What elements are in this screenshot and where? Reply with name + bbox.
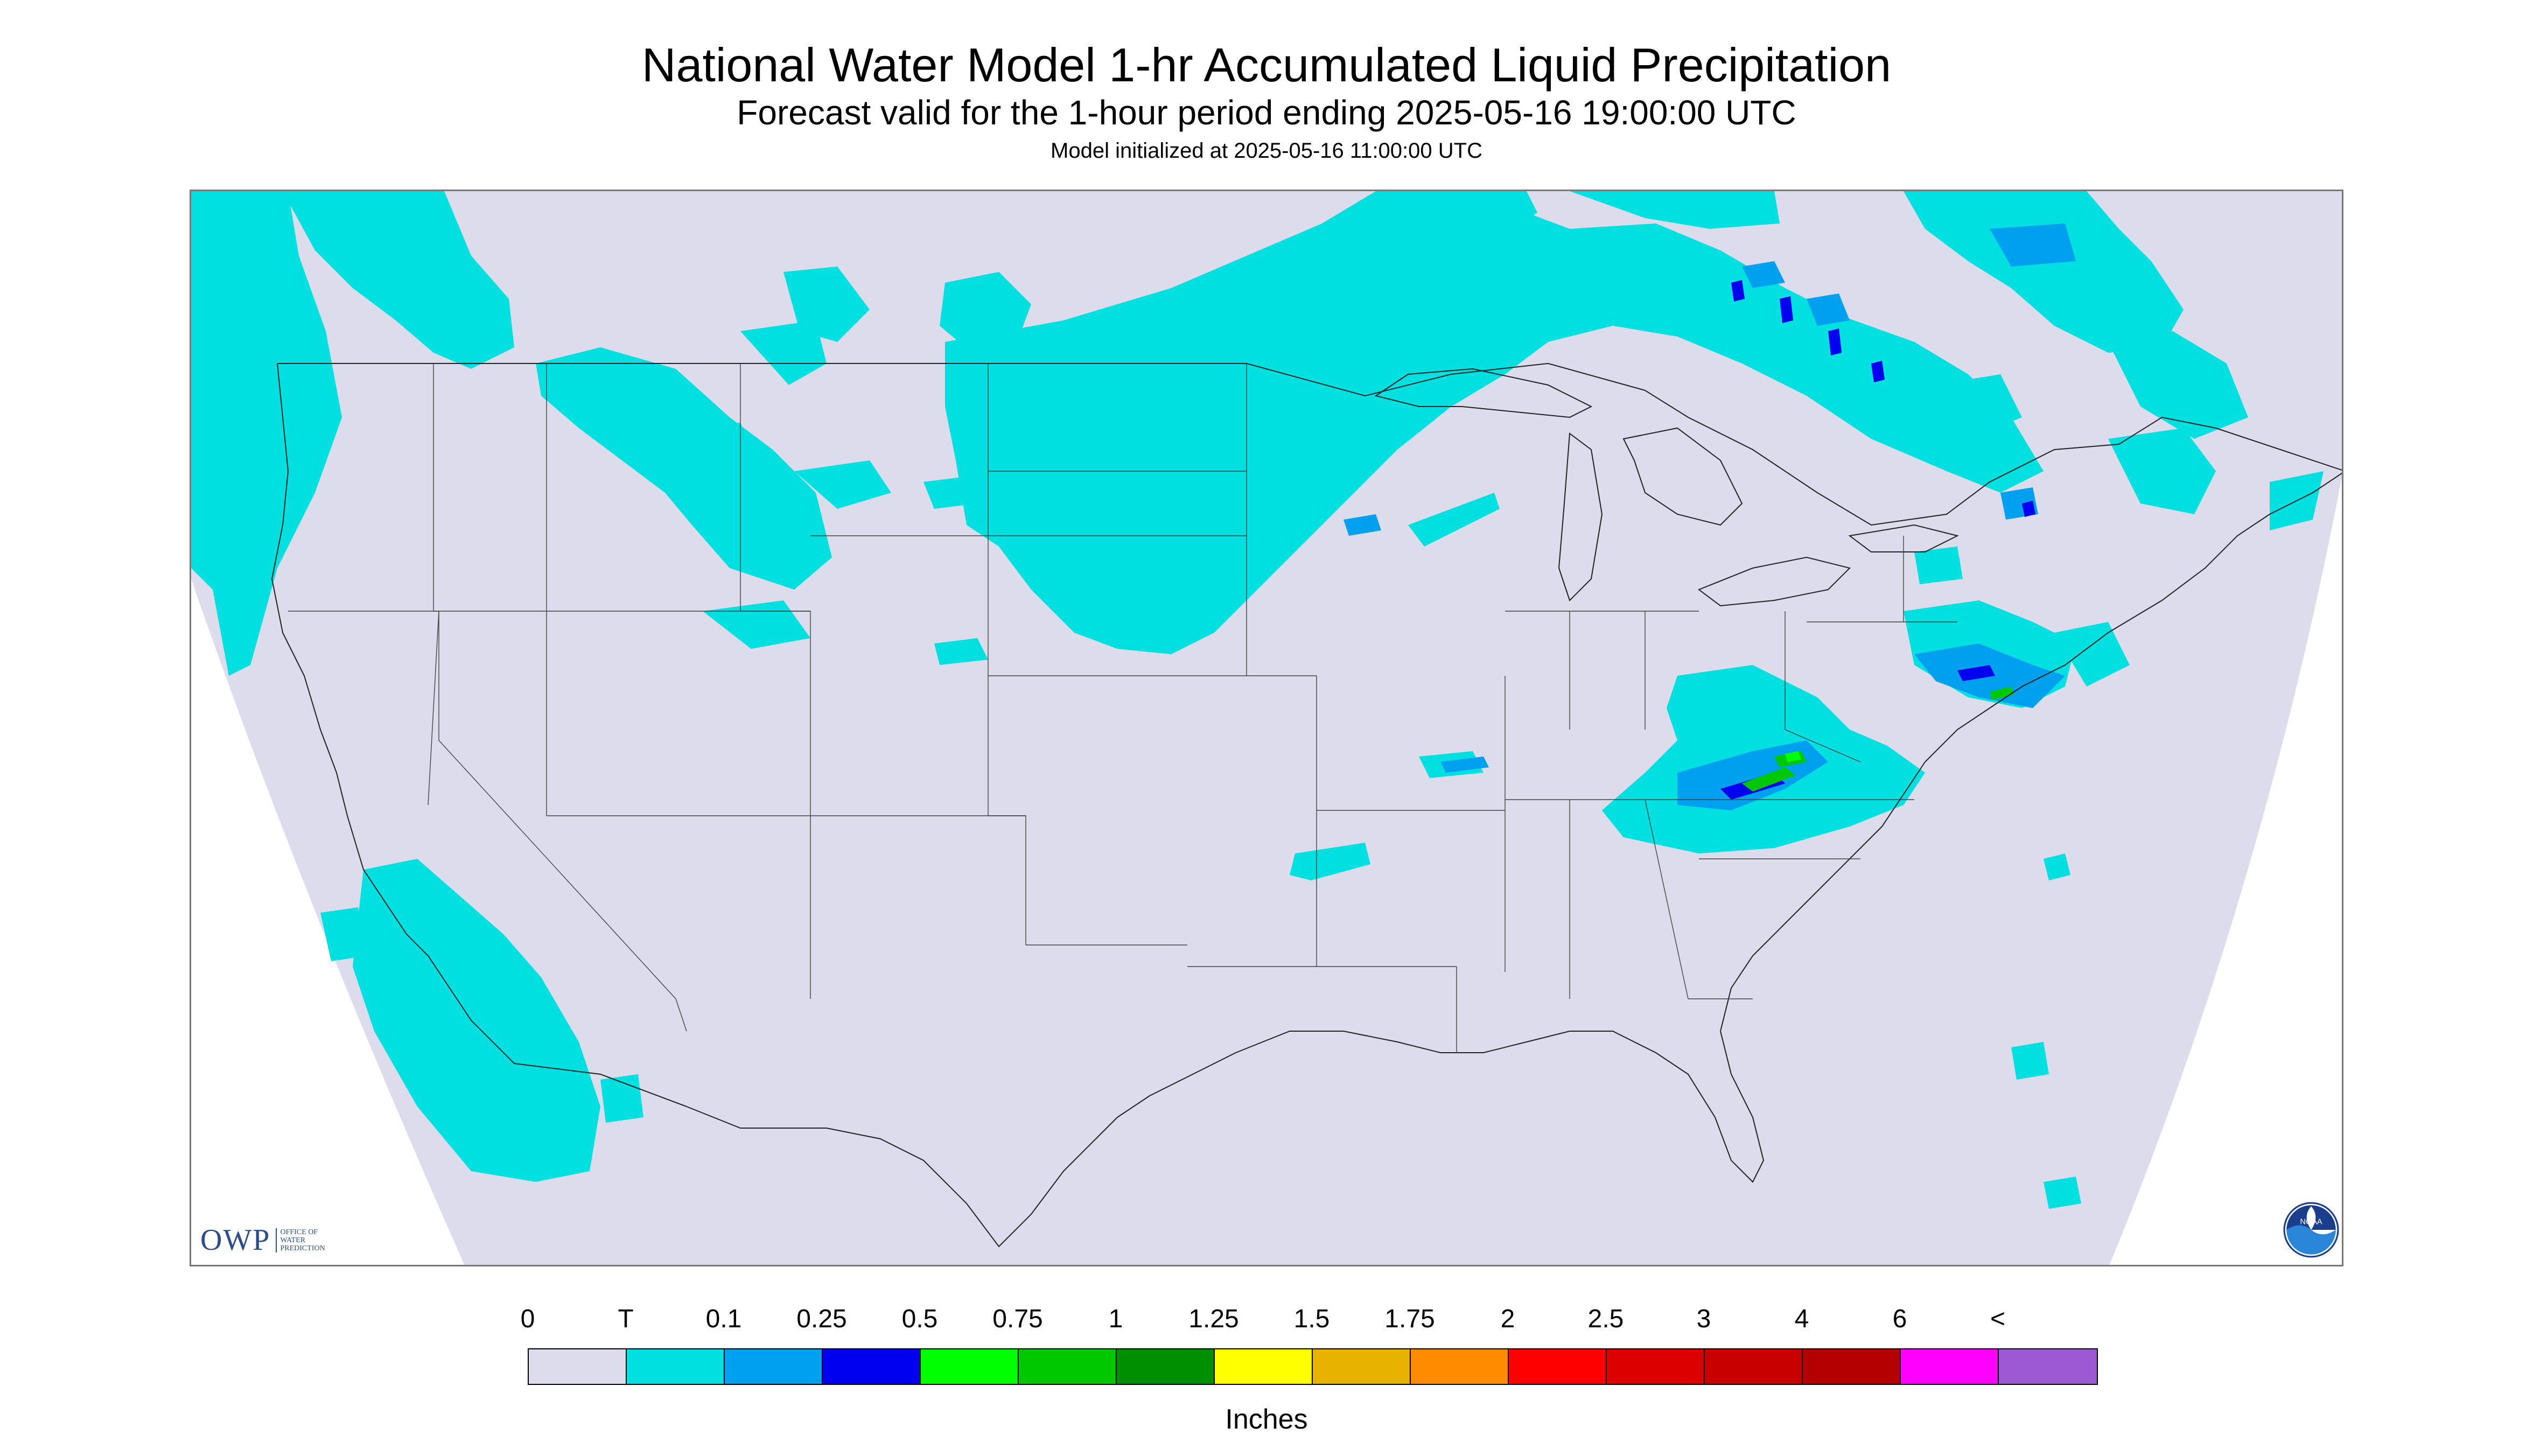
precipitation-map bbox=[190, 190, 2343, 1266]
legend-tick-label: < bbox=[1990, 1305, 2006, 1333]
legend-swatch bbox=[1607, 1349, 1705, 1384]
legend-swatch bbox=[627, 1349, 725, 1384]
legend-tick-label: 4 bbox=[1794, 1305, 1809, 1333]
legend-swatch bbox=[823, 1349, 921, 1384]
legend-tick-label: 6 bbox=[1892, 1305, 1907, 1333]
legend-color-bar bbox=[528, 1348, 2098, 1385]
legend-swatch bbox=[725, 1349, 823, 1384]
precip-trace-areas bbox=[191, 191, 2324, 1209]
legend-tick-label: 0 bbox=[520, 1305, 535, 1333]
legend-tick-label: 1.5 bbox=[1293, 1305, 1330, 1333]
legend-swatch bbox=[1705, 1349, 1803, 1384]
legend-tick-label: 0.5 bbox=[901, 1305, 938, 1333]
legend-swatch bbox=[1215, 1349, 1313, 1384]
legend-swatch bbox=[1901, 1349, 1999, 1384]
page-title: National Water Model 1-hr Accumulated Li… bbox=[641, 38, 1892, 92]
boundaries bbox=[271, 362, 2342, 1248]
legend-tick-label: 1.25 bbox=[1188, 1305, 1239, 1333]
legend-tick-label: 3 bbox=[1696, 1305, 1711, 1333]
legend-tick-label: 0.25 bbox=[796, 1305, 847, 1333]
legend-tick-label: 1.75 bbox=[1384, 1305, 1435, 1333]
legend-swatch bbox=[1019, 1349, 1117, 1384]
legend-swatch bbox=[1313, 1349, 1411, 1384]
legend-tick-label: 2 bbox=[1500, 1305, 1515, 1333]
legend-swatch bbox=[1509, 1349, 1607, 1384]
owp-logo-subtext: OFFICE OF WATER PREDICTION bbox=[276, 1228, 325, 1252]
legend-tick-label: 2.5 bbox=[1587, 1305, 1624, 1333]
legend-swatch bbox=[921, 1349, 1019, 1384]
legend-swatch bbox=[1411, 1349, 1509, 1384]
forecast-valid-subtitle: Forecast valid for the 1-hour period end… bbox=[737, 93, 1796, 132]
legend-swatch bbox=[1999, 1349, 2097, 1384]
legend-swatch bbox=[1803, 1349, 1901, 1384]
model-initialized-line: Model initialized at 2025-05-16 11:00:00… bbox=[1051, 139, 1482, 163]
legend-swatch bbox=[529, 1349, 627, 1384]
state-lines bbox=[288, 363, 1957, 1053]
legend-tick-label: 1 bbox=[1108, 1305, 1123, 1333]
legend-tick-label: T bbox=[618, 1305, 634, 1333]
legend-tick-label: 0.1 bbox=[705, 1305, 742, 1333]
noaa-logo: NOAA bbox=[2283, 1202, 2339, 1258]
legend-swatch bbox=[1117, 1349, 1215, 1384]
owp-logo: OWP OFFICE OF WATER PREDICTION bbox=[200, 1221, 325, 1259]
legend-tick-label: 0.75 bbox=[992, 1305, 1043, 1333]
legend-units-label: Inches bbox=[1225, 1404, 1308, 1435]
noaa-logo-text: NOAA bbox=[2300, 1218, 2322, 1227]
owp-logo-text: OWP bbox=[200, 1223, 271, 1257]
